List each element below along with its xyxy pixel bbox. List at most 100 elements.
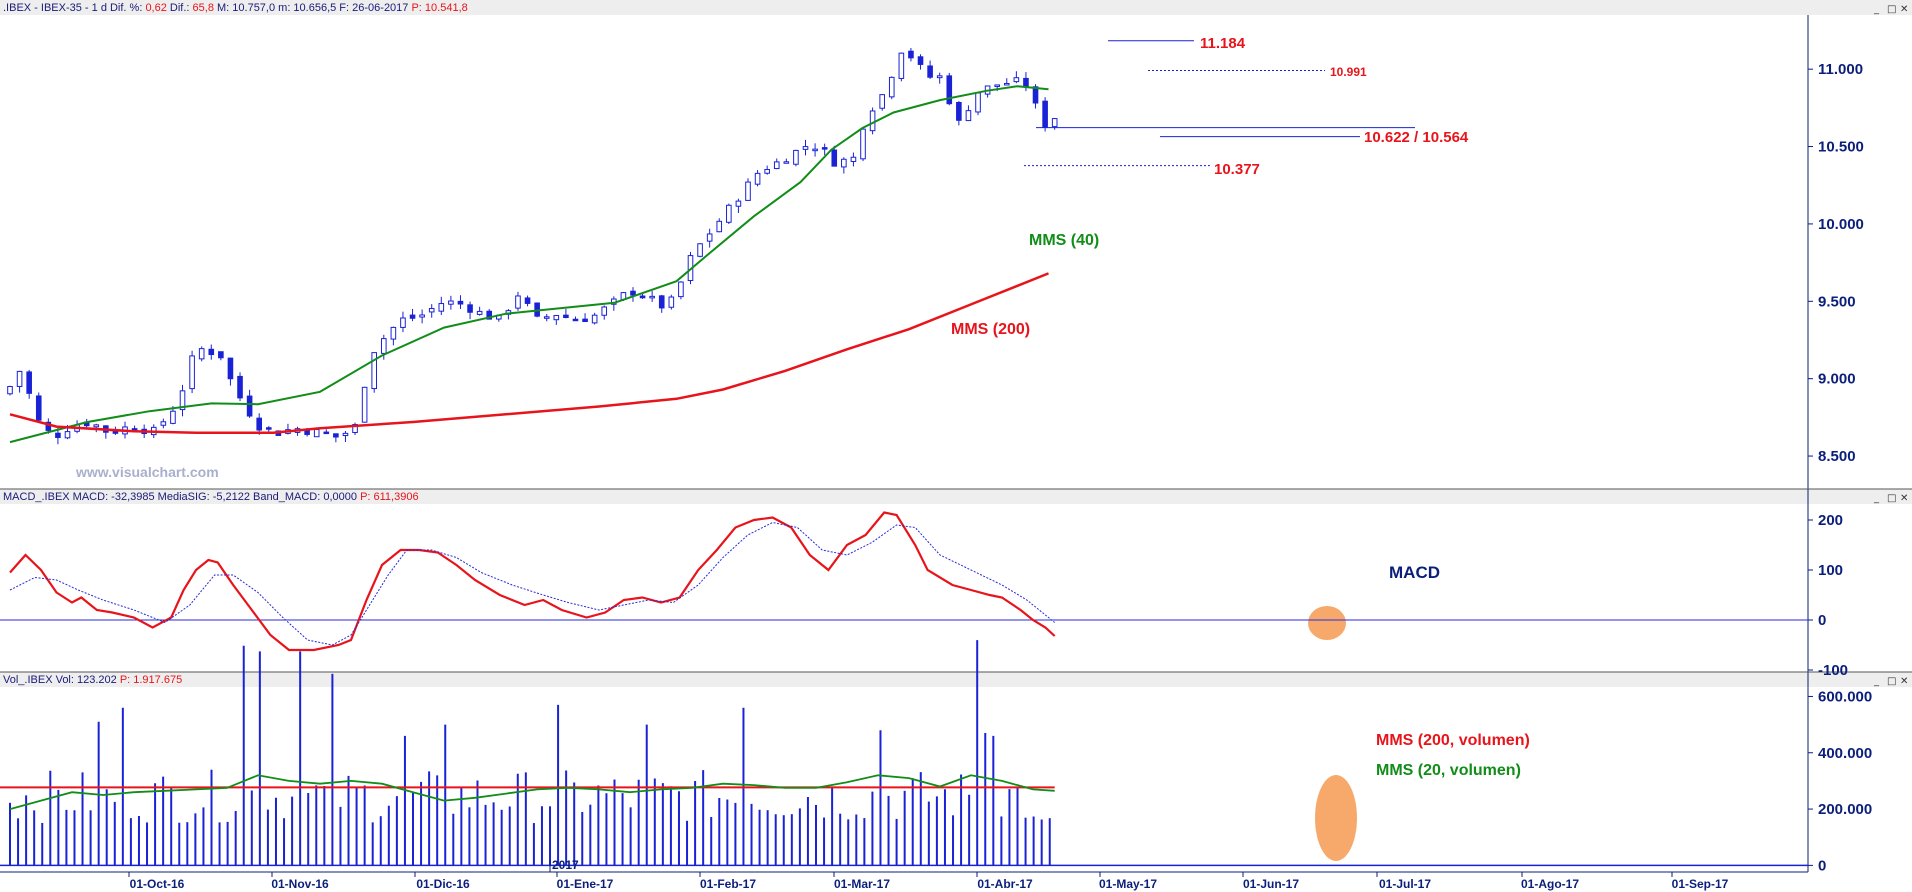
year-marker-label: 2017 xyxy=(552,858,579,872)
candle-body xyxy=(371,352,378,390)
candle-body xyxy=(658,295,665,309)
candle-body xyxy=(860,128,866,160)
candle-body xyxy=(745,181,751,201)
header-segment: P: 10.541,8 xyxy=(411,2,467,14)
price-axis-tick-label: 11.000 xyxy=(1818,61,1863,78)
candle-body xyxy=(697,243,703,257)
candle-body xyxy=(1032,86,1039,104)
price-axis-tick-label: 10.000 xyxy=(1818,216,1864,233)
candle-body xyxy=(265,427,272,430)
header-segment: P: 611,3906 xyxy=(360,491,419,503)
candle-body xyxy=(668,296,675,308)
candle-body xyxy=(419,314,425,318)
window-button[interactable]: □ xyxy=(1887,676,1896,687)
price-axis-tick-label: 10.500 xyxy=(1818,139,1864,156)
window-button[interactable]: _ xyxy=(1873,676,1880,687)
price-panel-header: .IBEX - IBEX-35 - 1 d Dif. %: 0,62 Dif.:… xyxy=(3,2,468,14)
candle-body xyxy=(850,156,857,162)
window-button[interactable]: _ xyxy=(1873,493,1880,504)
x-axis-tick-label: 01-Ago-17 xyxy=(1521,877,1579,891)
annotation-vol-mms200: MMS (200, volumen) xyxy=(1376,732,1530,749)
annotation-vol-mms20: MMS (20, volumen) xyxy=(1376,762,1521,779)
annotation-high: 11.184 xyxy=(1200,35,1246,52)
mms40-line xyxy=(9,85,1049,444)
x-axis-tick-label: 01-Jun-17 xyxy=(1243,877,1299,891)
candle-body xyxy=(831,149,838,167)
x-axis-tick-label: 01-Ene-17 xyxy=(557,877,614,891)
candle-body xyxy=(678,281,684,298)
window-button[interactable]: □ xyxy=(1887,493,1896,504)
header-segment: 65,8 xyxy=(193,2,214,14)
candle-body xyxy=(448,300,454,305)
volume-axis-tick-label: 200.000 xyxy=(1818,801,1872,818)
candle-body xyxy=(716,220,723,233)
candle-body xyxy=(438,303,445,312)
header-segment: MACD_.IBEX MACD: -32,3985 MediaSIG: -5,2… xyxy=(3,491,360,503)
x-axis-tick-label: 01-Nov-16 xyxy=(271,877,329,891)
candle-body xyxy=(908,50,914,59)
candle-body xyxy=(400,317,406,328)
window-button[interactable]: □ xyxy=(1887,4,1896,15)
candle-body xyxy=(476,310,483,315)
candle-body xyxy=(1003,82,1010,86)
candle-body xyxy=(323,431,330,435)
candle-body xyxy=(342,432,349,437)
candle-body xyxy=(198,348,205,360)
window-button[interactable]: _ xyxy=(1873,4,1880,15)
candle-body xyxy=(764,169,770,174)
macd-axis-tick-label: 0 xyxy=(1818,612,1826,629)
candle-body xyxy=(888,76,895,98)
candle-body xyxy=(93,424,100,428)
candle-body xyxy=(706,233,713,242)
candle-body xyxy=(936,75,943,79)
candle-body xyxy=(754,172,761,185)
window-button[interactable]: ✕ xyxy=(1900,493,1908,504)
volume-highlight xyxy=(1315,775,1357,861)
annotation-macd: MACD xyxy=(1389,563,1440,582)
x-axis-tick-label: 01-Mar-17 xyxy=(834,877,890,891)
macd-line xyxy=(9,511,1056,652)
annotation-gap: 10.377 xyxy=(1214,161,1260,178)
candle-body xyxy=(869,110,876,132)
window-button[interactable]: ✕ xyxy=(1900,4,1908,15)
macd-axis-tick-label: -100 xyxy=(1818,662,1848,679)
candle-body xyxy=(208,348,215,356)
header-segment: Dif.: xyxy=(167,2,193,14)
candle-body xyxy=(428,308,435,313)
window-button[interactable]: ✕ xyxy=(1900,676,1908,687)
candle-body xyxy=(553,314,560,321)
volume-axis-tick-label: 600.000 xyxy=(1818,688,1872,705)
candle-body xyxy=(572,318,579,322)
candle-body xyxy=(965,110,972,122)
candle-body xyxy=(189,355,195,390)
header-segment: Vol_.IBEX Vol: 123.202 xyxy=(3,674,120,686)
x-axis-tick-label: 01-Jul-17 xyxy=(1379,877,1431,891)
volume-panel-header: Vol_.IBEX Vol: 123.202 P: 1.917.675 xyxy=(3,674,182,686)
candle-body xyxy=(783,161,790,164)
candle-body xyxy=(1051,118,1058,128)
annotation-mms40: MMS (40) xyxy=(1029,232,1099,249)
macd-axis-tick-label: 200 xyxy=(1818,512,1843,529)
candle-body xyxy=(390,326,397,340)
price-axis-tick-label: 8.500 xyxy=(1818,448,1856,465)
candle-body xyxy=(1013,77,1020,83)
candle-body xyxy=(352,424,358,434)
candle-body xyxy=(380,338,387,354)
candle-body xyxy=(927,65,933,78)
candle-body xyxy=(26,371,32,394)
candle-body xyxy=(515,295,521,309)
candle-body xyxy=(361,386,368,423)
candle-body xyxy=(467,304,473,313)
candle-body xyxy=(227,357,234,380)
header-segment: .IBEX - IBEX-35 - 1 d Dif. %: xyxy=(3,2,145,14)
candle-body xyxy=(457,300,464,305)
candle-body xyxy=(601,306,608,316)
candle-body xyxy=(179,390,186,411)
annotation-support: 10.622 / 10.564 xyxy=(1364,129,1469,146)
candle-body xyxy=(256,417,262,431)
candle-body xyxy=(582,318,588,323)
candle-body xyxy=(630,290,636,296)
macd-axis-tick-label: 100 xyxy=(1818,562,1843,579)
mms200-line xyxy=(9,272,1049,435)
